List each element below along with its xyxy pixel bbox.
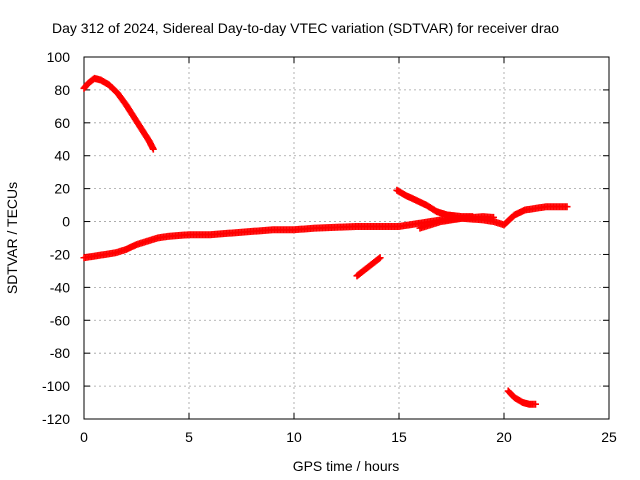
series-arc-5	[353, 254, 384, 280]
data-point	[563, 203, 571, 211]
x-tick-label: 20	[496, 429, 512, 445]
x-tick-label: 10	[286, 429, 302, 445]
data-points	[80, 74, 571, 408]
y-tick-labels: -120 -100 -80 -60 -40 -20 0 20 40 60 80 100	[42, 49, 70, 427]
x-axis-label: GPS time / hours	[293, 458, 400, 474]
y-tick-label: 60	[54, 115, 70, 131]
y-tick-label: -120	[42, 411, 70, 427]
series-arc-6	[504, 387, 539, 408]
data-point	[375, 255, 383, 263]
x-tick-label: 5	[185, 429, 193, 445]
data-point	[376, 254, 384, 262]
series-arc-4	[393, 186, 476, 221]
y-axis-label: SDTVAR / TECUs	[4, 182, 20, 294]
y-tick-label: 100	[47, 49, 71, 65]
y-tick-label: 0	[62, 214, 70, 230]
data-point	[469, 213, 476, 221]
y-tick-label: -40	[50, 279, 70, 295]
y-tick-label: -100	[42, 378, 70, 394]
x-tick-label: 25	[601, 429, 617, 445]
y-tick-label: -60	[50, 312, 70, 328]
x-tick-labels: 0 5 10 15 20 25	[80, 429, 617, 445]
y-tick-label: -80	[50, 345, 70, 361]
x-tick-label: 15	[391, 429, 407, 445]
y-tick-label: -20	[50, 246, 70, 262]
plot-frame	[83, 56, 610, 420]
data-point	[532, 400, 539, 408]
y-tick-label: 80	[54, 82, 70, 98]
chart-title: Day 312 of 2024, Sidereal Day-to-day VTE…	[52, 20, 559, 36]
data-point	[149, 145, 157, 153]
axis-ticks	[83, 56, 610, 420]
series-arc-1	[80, 74, 157, 153]
y-tick-label: 40	[54, 148, 70, 164]
y-tick-label: 20	[54, 181, 70, 197]
x-tick-label: 0	[80, 429, 88, 445]
